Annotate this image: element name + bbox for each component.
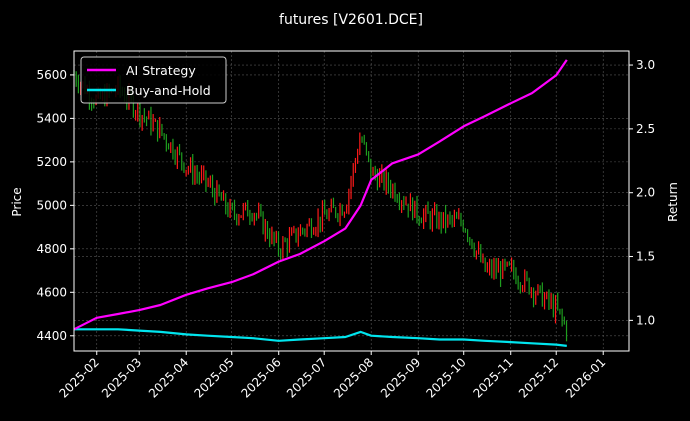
legend-box xyxy=(80,56,227,104)
plot-frame xyxy=(73,50,630,352)
left-tick-label: 4400 xyxy=(36,329,67,343)
right-tick-label: 3.0 xyxy=(636,58,655,72)
chart-title: futures [V2601.DCE] xyxy=(279,12,423,28)
right-tick-label: 1.5 xyxy=(636,250,655,264)
left-y-axis-label: Price xyxy=(10,187,24,216)
right-y-axis: 1.0 1.5 2.0 2.5 3.0 xyxy=(629,58,655,327)
left-y-axis: 4400 4600 4800 5000 5200 5400 5600 xyxy=(36,68,74,343)
left-tick-label: 4600 xyxy=(36,285,67,299)
right-y-axis-label: Return xyxy=(666,182,680,222)
left-tick-label: 4800 xyxy=(36,242,67,256)
left-tick-label: 5600 xyxy=(36,68,67,82)
left-tick-label: 5000 xyxy=(36,198,67,212)
left-tick-label: 5200 xyxy=(36,155,67,169)
ai-strategy-line xyxy=(73,59,568,331)
legend: AI Strategy Buy-and-Hold xyxy=(80,56,227,104)
buy-and-hold-line xyxy=(74,328,567,347)
legend-ai-strategy-label: AI Strategy xyxy=(126,63,196,78)
right-tick-label: 2.0 xyxy=(636,186,655,200)
right-tick-label: 2.5 xyxy=(636,122,655,136)
left-tick-label: 5400 xyxy=(36,111,67,125)
right-tick-label: 1.0 xyxy=(636,313,655,327)
legend-buy-and-hold-label: Buy-and-Hold xyxy=(126,83,211,98)
